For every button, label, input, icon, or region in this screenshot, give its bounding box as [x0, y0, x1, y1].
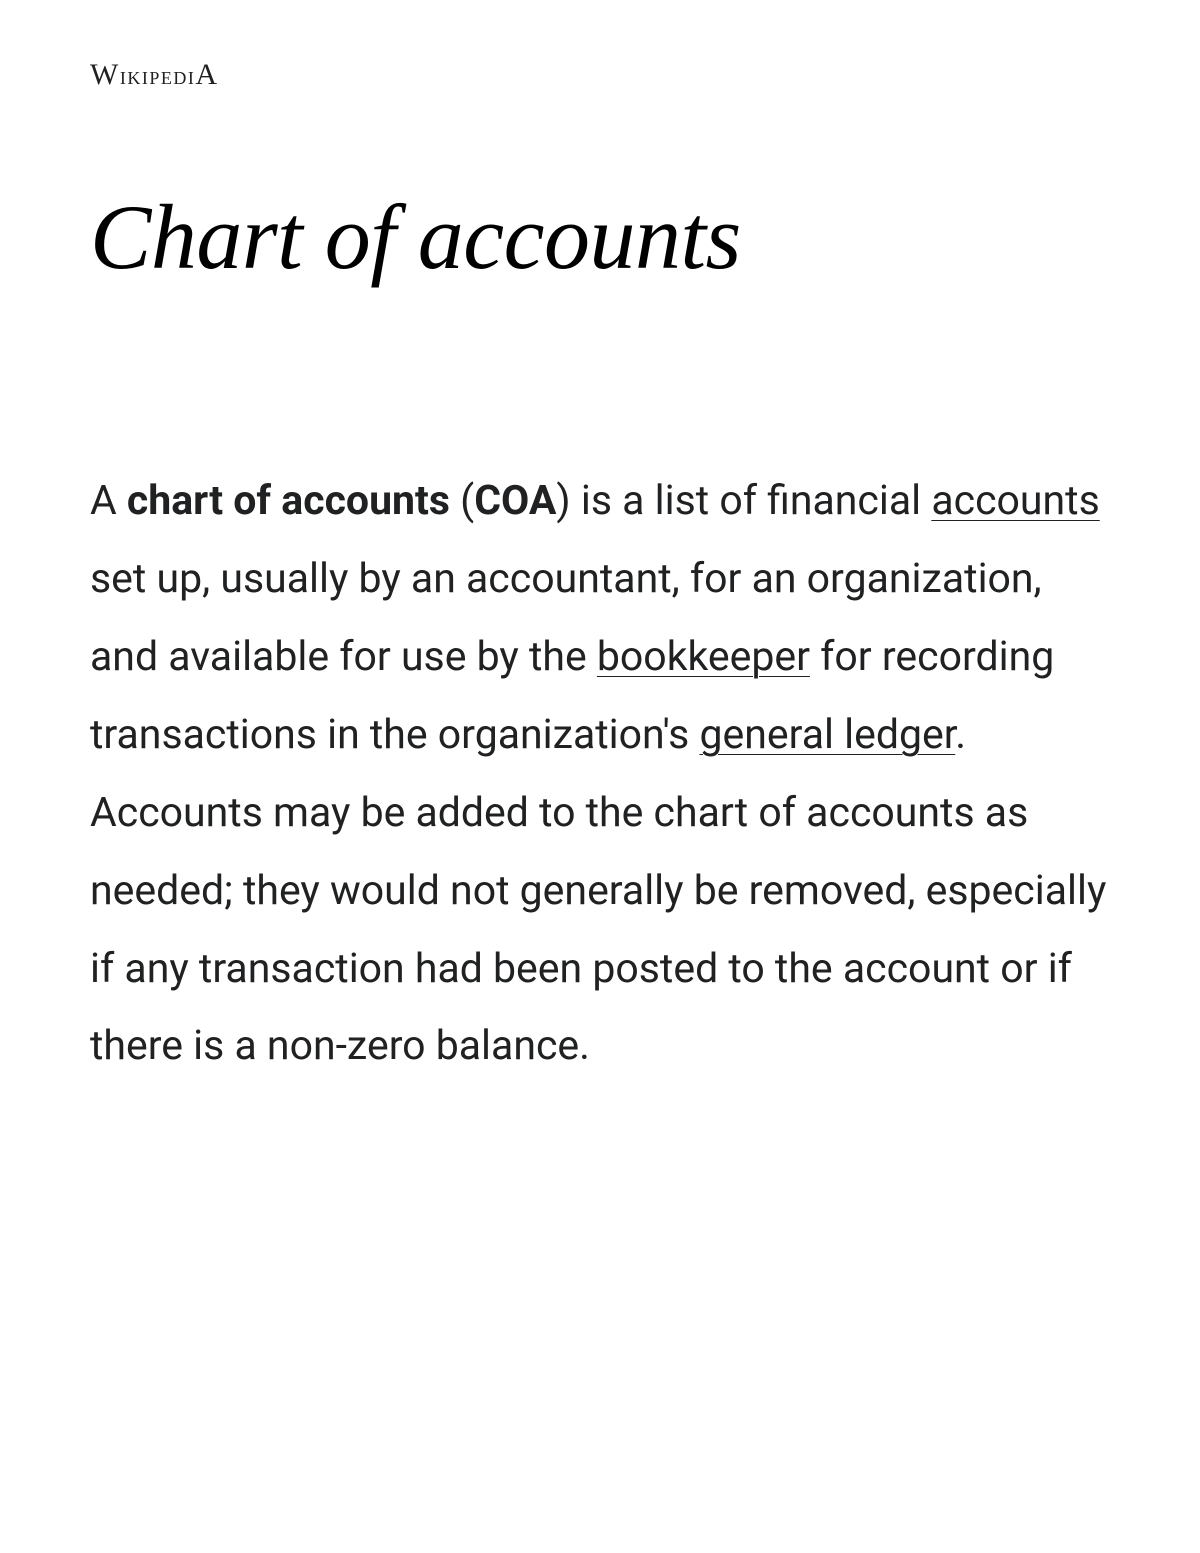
link-accounts[interactable]: accounts [931, 477, 1099, 525]
logo-middle: ikipedi [120, 61, 196, 90]
logo-cap-a: A [195, 58, 218, 91]
lead-bold-abbrev: COA [474, 477, 556, 525]
article-title: Chart of accounts [90, 187, 1110, 288]
link-bookkeeper[interactable]: bookkeeper [597, 633, 810, 681]
site-logo[interactable]: WikipediA [90, 58, 1110, 92]
logo-cap-w: W [90, 58, 120, 91]
lead-paragraph: A chart of accounts (COA) is a list of f… [90, 463, 1110, 1086]
link-general-ledger[interactable]: general ledger [700, 711, 956, 759]
lead-text: ( [450, 477, 474, 525]
lead-bold-term: chart of accounts [127, 477, 450, 525]
lead-text: . Accounts may be added to the chart of … [90, 711, 1106, 1071]
lead-text: A [90, 477, 127, 525]
lead-text: ) is a list of financial [556, 477, 931, 525]
